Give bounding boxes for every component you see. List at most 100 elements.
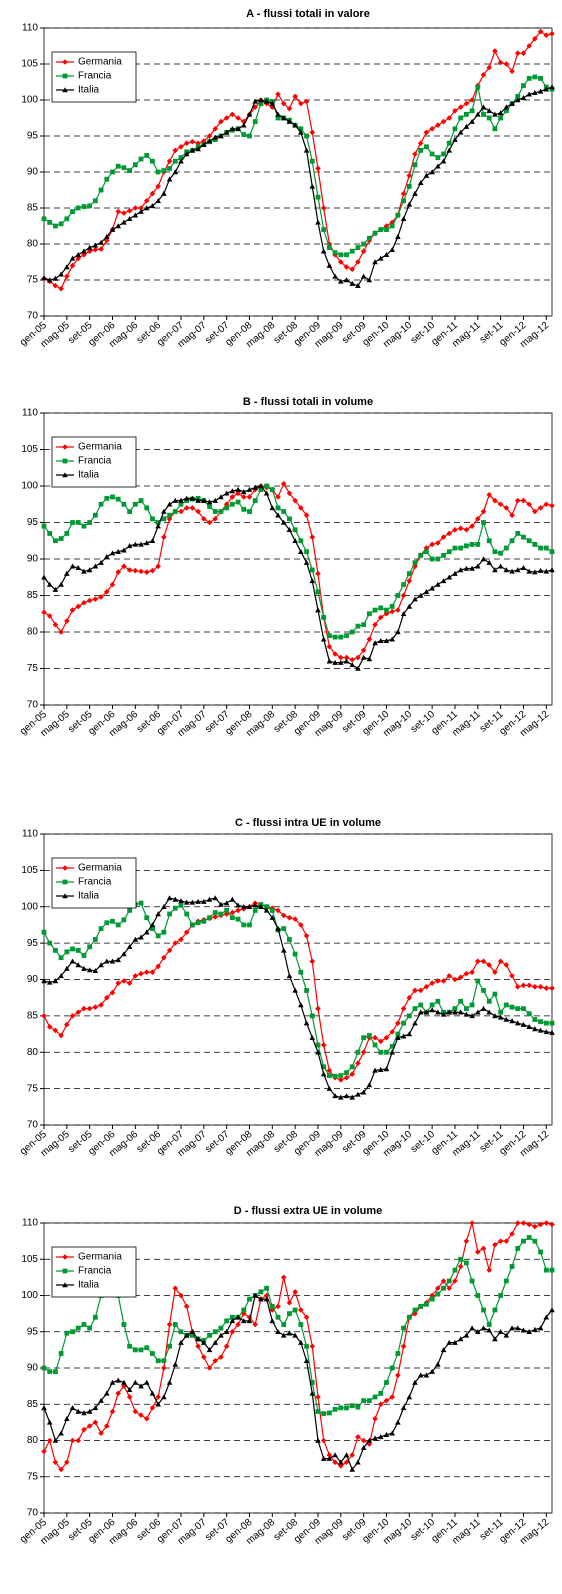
marker — [457, 104, 464, 110]
marker — [298, 548, 304, 554]
marker — [372, 1067, 378, 1073]
y-tick-label: 95 — [27, 517, 39, 528]
marker — [178, 158, 184, 164]
y-tick-label: 85 — [27, 203, 39, 214]
marker — [372, 1394, 378, 1400]
marker — [92, 1405, 99, 1411]
marker — [178, 936, 184, 943]
y-tick-label: 75 — [27, 663, 39, 674]
marker — [503, 1278, 509, 1284]
marker — [58, 1032, 64, 1039]
marker — [457, 129, 464, 135]
marker — [127, 907, 133, 913]
marker — [223, 1328, 230, 1334]
marker — [475, 1293, 481, 1298]
marker — [532, 983, 538, 990]
marker — [144, 915, 150, 921]
marker — [492, 1241, 498, 1248]
marker — [62, 1268, 68, 1274]
marker — [532, 1017, 538, 1022]
y-tick-label: 95 — [27, 938, 39, 949]
marker — [218, 911, 224, 917]
legend-label: Italia — [78, 1280, 100, 1291]
marker — [235, 490, 241, 497]
marker — [486, 538, 492, 544]
marker — [332, 1406, 338, 1412]
marker — [492, 549, 498, 555]
marker — [474, 958, 481, 965]
marker — [292, 497, 298, 504]
marker — [184, 911, 190, 917]
marker — [418, 552, 424, 558]
series-line — [43, 902, 552, 1077]
marker — [264, 1285, 270, 1291]
marker — [509, 1231, 515, 1237]
marker — [361, 1398, 367, 1404]
marker — [343, 277, 350, 283]
marker — [389, 1044, 395, 1049]
marker — [520, 1021, 527, 1027]
marker — [457, 525, 464, 532]
marker — [298, 1307, 304, 1313]
marker — [395, 234, 401, 240]
marker — [52, 586, 59, 592]
marker — [423, 172, 430, 178]
marker — [349, 280, 356, 286]
marker — [532, 1223, 538, 1230]
marker — [258, 101, 264, 106]
marker — [492, 111, 498, 117]
marker — [321, 1064, 327, 1070]
marker — [161, 1394, 167, 1400]
marker — [377, 255, 384, 261]
marker — [343, 1093, 350, 1099]
marker — [497, 958, 504, 965]
marker — [452, 570, 458, 576]
marker — [549, 1307, 555, 1313]
marker — [412, 1379, 418, 1385]
marker — [360, 1089, 367, 1095]
marker — [366, 277, 373, 283]
marker — [195, 146, 201, 152]
marker — [126, 943, 133, 950]
marker — [52, 1459, 59, 1466]
marker — [161, 168, 167, 173]
legend-label: Francia — [78, 877, 112, 888]
marker — [150, 158, 155, 164]
marker — [81, 600, 87, 606]
marker — [275, 512, 281, 518]
marker — [458, 545, 464, 551]
marker — [126, 1386, 133, 1392]
marker — [395, 607, 401, 613]
marker — [452, 1267, 458, 1273]
marker — [549, 1267, 555, 1273]
marker — [549, 30, 555, 37]
y-tick-label: 75 — [27, 1471, 39, 1482]
marker — [240, 1310, 247, 1317]
marker — [269, 914, 276, 920]
marker — [400, 592, 407, 599]
marker — [309, 1390, 316, 1396]
marker — [183, 495, 190, 501]
marker — [309, 1343, 316, 1350]
marker — [440, 1347, 447, 1353]
marker — [543, 1267, 549, 1273]
marker — [509, 68, 515, 74]
marker — [178, 902, 184, 908]
y-tick-label: 105 — [21, 865, 38, 876]
marker — [258, 1296, 264, 1302]
marker — [389, 1029, 395, 1035]
marker — [481, 112, 486, 117]
marker — [269, 505, 276, 511]
marker — [207, 915, 212, 921]
marker — [315, 219, 321, 225]
marker — [53, 538, 58, 544]
marker — [338, 1073, 344, 1078]
marker — [115, 922, 121, 928]
marker — [229, 126, 236, 132]
marker — [167, 166, 172, 171]
marker — [166, 158, 173, 164]
marker — [62, 879, 68, 885]
marker — [87, 520, 93, 525]
marker — [115, 208, 122, 215]
marker — [75, 1325, 81, 1331]
